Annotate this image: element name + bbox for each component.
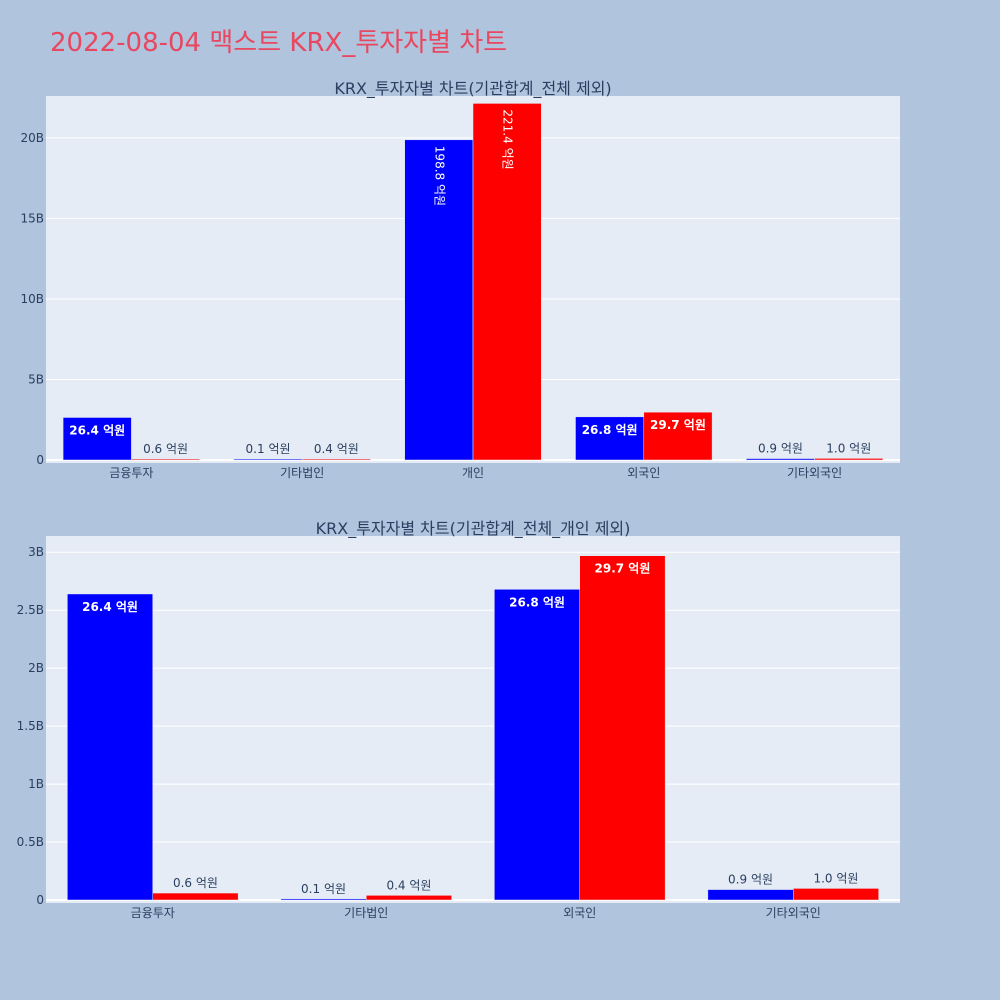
bar-data-label: 29.7 억원 [650, 418, 706, 432]
y-tick-label: 2B [28, 661, 44, 675]
bar-data-label: 26.8 억원 [509, 595, 565, 609]
x-tick-label: 외국인 [563, 906, 596, 920]
y-tick-label: 15B [20, 211, 44, 225]
bar-data-label: 0.9 억원 [728, 873, 773, 887]
x-tick-label: 기타법인 [280, 466, 324, 480]
x-tick-label: 기타외국인 [766, 906, 821, 920]
x-tick-label: 외국인 [627, 466, 660, 480]
bar [280, 898, 367, 901]
y-tick-label: 0 [36, 893, 44, 907]
bar [131, 458, 200, 461]
bar [643, 411, 713, 461]
bar-data-label: 221.4 억원 [501, 109, 515, 169]
bar-data-label: 0.1 억원 [246, 442, 291, 456]
y-tick-label: 3B [28, 545, 44, 559]
bar-data-label: 0.6 억원 [173, 876, 218, 890]
bar [707, 889, 794, 901]
bar [152, 892, 239, 901]
bar [404, 139, 474, 461]
bar-data-label: 1.0 억원 [813, 871, 858, 885]
y-tick-label: 0.5B [17, 835, 44, 849]
x-tick-label: 금융투자 [131, 906, 175, 920]
bar-data-label: 0.4 억원 [386, 878, 431, 892]
y-tick-label: 1.5B [17, 719, 44, 733]
x-tick-label: 기타법인 [344, 906, 388, 920]
bar-data-label: 29.7 억원 [595, 562, 651, 576]
chart-top: 0 5B 10B 15B 20B KRX_투자자별 차트(기관합계_전체 제외) 금융투자 2… [20, 79, 900, 480]
bar [67, 593, 153, 901]
bar [579, 555, 666, 901]
chart-title: KRX_투자자별 차트(기관합계_전체 제외) [334, 79, 611, 99]
bar [472, 103, 542, 461]
x-tick-label: 기타외국인 [787, 466, 842, 480]
y-tick-label: 2.5B [17, 603, 44, 617]
bar-data-label: 26.8 억원 [582, 423, 638, 437]
bar [494, 589, 581, 901]
bar-data-label: 26.4 억원 [69, 423, 125, 437]
bar-data-label: 0.6 억원 [143, 442, 188, 456]
plot-area [46, 536, 900, 903]
chart-bottom: 0 0.5B 1B 1.5B 2B 2.5B 3B KRX_투자자별 차트(기관합계_전체_개… [17, 519, 900, 920]
bar [575, 416, 645, 461]
x-tick-label: 개인 [462, 466, 484, 480]
bar-data-label: 26.4 억원 [82, 600, 138, 614]
y-tick-label: 1B [28, 777, 44, 791]
bar [793, 888, 879, 901]
bar-data-label: 0.1 억원 [301, 882, 346, 896]
y-tick-label: 10B [20, 292, 44, 306]
bar [62, 417, 132, 461]
bar-data-label: 0.4 억원 [314, 442, 359, 456]
bar-data-label: 0.9 억원 [758, 442, 803, 456]
bar-data-label: 198.8 억원 [432, 146, 446, 206]
bar [366, 895, 452, 901]
y-tick-label: 20B [20, 131, 44, 145]
y-tick-label: 5B [28, 372, 44, 386]
page-title: 2022-08-04 맥스트 KRX_투자자별 차트 [50, 28, 508, 58]
bar-data-label: 1.0 억원 [826, 441, 871, 455]
chart-title: KRX_투자자별 차트(기관합계_전체_개인 제외) [316, 519, 631, 539]
y-tick-label: 0 [36, 453, 44, 467]
bar [814, 458, 884, 461]
bar [301, 458, 371, 461]
x-tick-label: 금융투자 [109, 466, 153, 480]
